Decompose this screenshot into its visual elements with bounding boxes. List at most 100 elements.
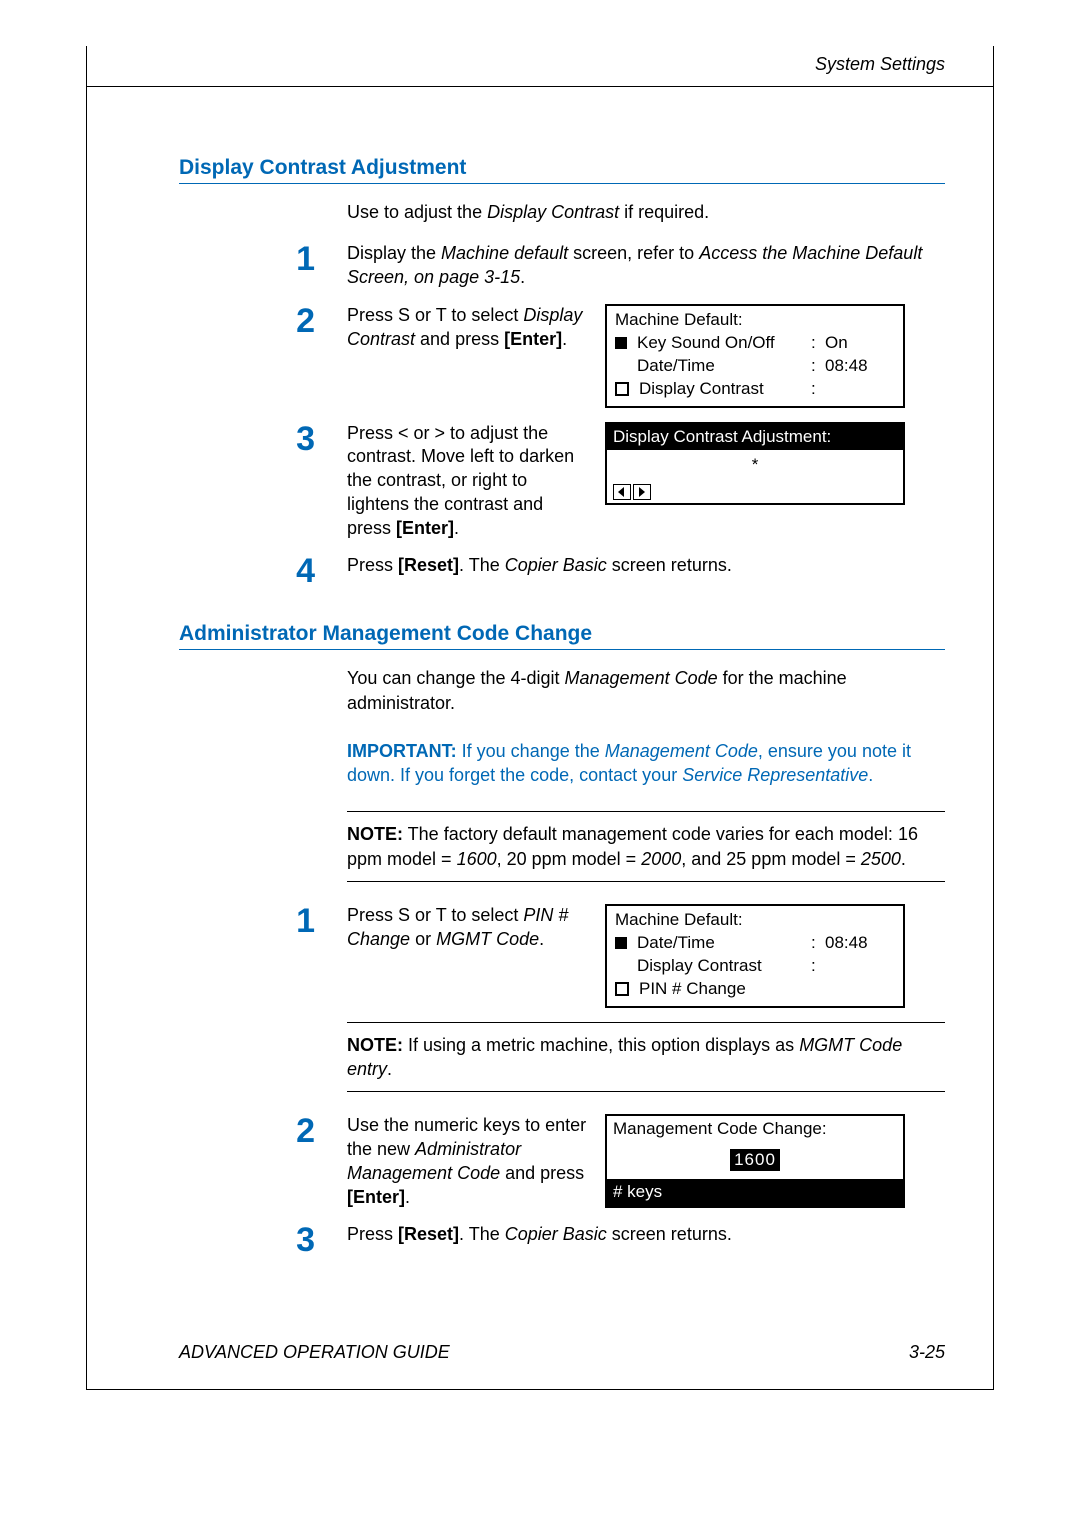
page-content: Display Contrast Adjustment Use to adjus… xyxy=(179,156,945,1257)
step-number: 4 xyxy=(179,554,347,588)
text-em: Copier Basic xyxy=(505,1224,607,1244)
text-em: MGMT Code xyxy=(436,929,539,949)
step-text: Press S or T to select PIN # Change or M… xyxy=(347,904,587,952)
step-body: Press S or T to select Display Contrast … xyxy=(347,304,945,408)
text: Press S or T to select xyxy=(347,905,523,925)
lcd-sep: : xyxy=(811,355,825,378)
text-bold: [Reset] xyxy=(398,1224,459,1244)
text: . xyxy=(454,518,459,538)
note-keyword: NOTE: xyxy=(347,1035,403,1055)
note-block: NOTE: The factory default management cod… xyxy=(347,822,945,871)
text-bold: [Reset] xyxy=(398,555,459,575)
text: If you change the xyxy=(457,741,605,761)
text: . xyxy=(387,1059,392,1079)
marker-hollow-icon xyxy=(615,982,629,996)
step-number: 3 xyxy=(179,1223,347,1257)
lcd-sep: : xyxy=(811,332,825,355)
text: screen returns. xyxy=(607,1224,732,1244)
text-bold: [Enter] xyxy=(347,1187,405,1207)
s2-step-3: 3 Press [Reset]. The Copier Basic screen… xyxy=(179,1223,945,1257)
lcd-label: PIN # Change xyxy=(639,978,895,1001)
text: screen, refer to xyxy=(568,243,699,263)
lcd-value: On xyxy=(825,332,895,355)
text-em: Service Representative xyxy=(682,765,868,785)
text: Press S or T to select xyxy=(347,305,523,325)
section-heading-admin-code: Administrator Management Code Change xyxy=(179,622,945,650)
lcd-row: Date/Time : 08:48 xyxy=(615,355,895,378)
lcd-row: Display Contrast : xyxy=(615,378,895,401)
running-head: System Settings xyxy=(815,54,945,75)
lcd-label: Date/Time xyxy=(637,355,811,378)
s2-step-2: 2 Use the numeric keys to enter the new … xyxy=(179,1114,945,1209)
text: screen returns. xyxy=(607,555,732,575)
step-number: 1 xyxy=(179,904,347,1008)
divider xyxy=(347,1091,945,1092)
divider xyxy=(347,811,945,812)
text-em: Management Code xyxy=(565,668,718,688)
lcd-label: Display Contrast xyxy=(637,955,811,978)
section-heading-display-contrast: Display Contrast Adjustment xyxy=(179,156,945,184)
lcd-sep: : xyxy=(811,955,825,978)
page-frame: System Settings Display Contrast Adjustm… xyxy=(86,46,994,1390)
lcd-label: Date/Time xyxy=(637,932,811,955)
lcd-label: Display Contrast xyxy=(639,378,811,401)
text: and press xyxy=(500,1163,584,1183)
lcd-mgmt-code: Management Code Change: 1600 # keys xyxy=(605,1114,905,1207)
text-em: Display Contrast xyxy=(487,202,619,222)
intro-text: Use to adjust the Display Contrast if re… xyxy=(347,200,945,224)
s2-step-1: 1 Press S or T to select PIN # Change or… xyxy=(179,904,945,1008)
lcd-value: 08:48 xyxy=(825,932,895,955)
step-number: 3 xyxy=(179,422,347,541)
lcd-row: Key Sound On/Off : On xyxy=(615,332,895,355)
lcd-footer xyxy=(607,482,903,503)
text: Press < or > to adjust the contrast. Mov… xyxy=(347,423,574,538)
lcd-sep: : xyxy=(811,932,825,955)
lcd-value: 08:48 xyxy=(825,355,895,378)
lcd-title: Management Code Change: xyxy=(607,1116,903,1142)
lcd-title: Machine Default: xyxy=(615,909,895,932)
text: . xyxy=(405,1187,410,1207)
note-keyword: NOTE: xyxy=(347,824,403,844)
text: If using a metric machine, this option d… xyxy=(403,1035,799,1055)
text: Display the xyxy=(347,243,441,263)
arrow-left-icon xyxy=(613,484,631,500)
marker-filled-icon xyxy=(615,937,627,949)
text: . xyxy=(539,929,544,949)
text-em: 1600 xyxy=(457,849,497,869)
lcd-row: Date/Time : 08:48 xyxy=(615,932,895,955)
lcd-title-bar: Display Contrast Adjustment: xyxy=(607,424,903,450)
step-body: Use the numeric keys to enter the new Ad… xyxy=(347,1114,945,1209)
step-number: 1 xyxy=(179,242,347,290)
text-bold: [Enter] xyxy=(504,329,562,349)
lcd-contrast-adjust: Display Contrast Adjustment: * xyxy=(605,422,905,506)
lcd-label: Key Sound On/Off xyxy=(637,332,811,355)
lcd-footer: # keys xyxy=(607,1179,903,1205)
step-text: Use the numeric keys to enter the new Ad… xyxy=(347,1114,587,1209)
lcd-machine-default: Machine Default: Key Sound On/Off : On D… xyxy=(605,304,905,408)
text-em: Management Code xyxy=(605,741,758,761)
step-number: 2 xyxy=(179,304,347,408)
step-body: Press < or > to adjust the contrast. Mov… xyxy=(347,422,945,541)
text: and press xyxy=(415,329,504,349)
text: . xyxy=(868,765,873,785)
text-em: 2000 xyxy=(641,849,681,869)
text-em: Copier Basic xyxy=(505,555,607,575)
lcd-code-value: 1600 xyxy=(730,1149,780,1171)
text: . xyxy=(901,849,906,869)
important-block: IMPORTANT: If you change the Management … xyxy=(347,739,945,788)
lcd-sep: : xyxy=(811,378,825,401)
note-block: NOTE: If using a metric machine, this op… xyxy=(347,1033,945,1082)
step-body: Press [Reset]. The Copier Basic screen r… xyxy=(347,1223,945,1257)
text: Press xyxy=(347,555,398,575)
text: Use to adjust the xyxy=(347,202,487,222)
lcd-code-row: 1600 xyxy=(607,1143,903,1179)
footer-right: 3-25 xyxy=(909,1342,945,1363)
text-bold: [Enter] xyxy=(396,518,454,538)
lcd-row: PIN # Change xyxy=(615,978,895,1001)
divider xyxy=(347,1022,945,1023)
text: . xyxy=(520,267,525,287)
step-text: Press < or > to adjust the contrast. Mov… xyxy=(347,422,587,541)
arrow-right-icon xyxy=(633,484,651,500)
important-keyword: IMPORTANT: xyxy=(347,741,457,761)
text: . The xyxy=(459,555,505,575)
